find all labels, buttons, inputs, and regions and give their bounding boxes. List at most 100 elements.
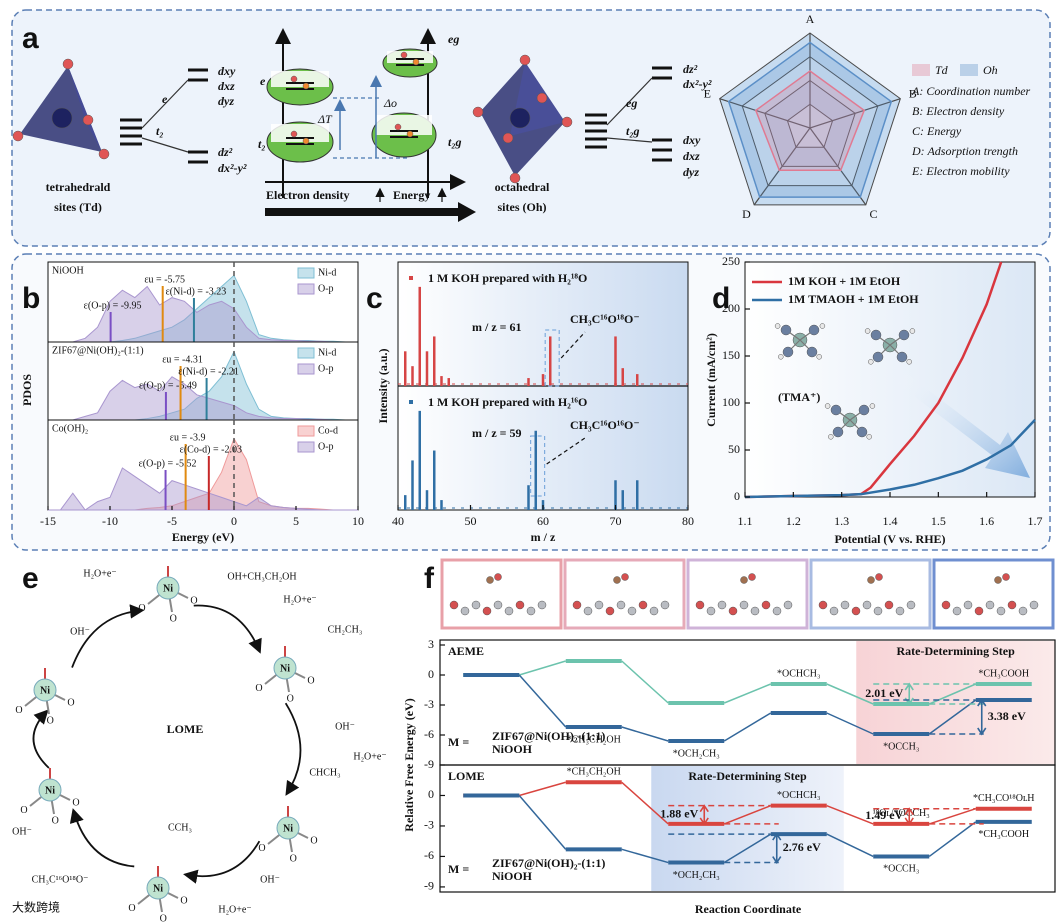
species-label: OH⁻: [12, 826, 32, 837]
atom: [536, 92, 548, 104]
atom: [909, 328, 916, 334]
atom: [832, 426, 844, 438]
legend-marker: [409, 400, 413, 404]
cycle-arrow: [71, 604, 145, 668]
big-arrow: [265, 202, 476, 222]
atom: [627, 606, 637, 616]
mz-label: m / z = 61: [472, 320, 522, 334]
legend-label: O-p: [318, 441, 334, 452]
gap-arrow: [699, 804, 709, 826]
x-axis-label: Potential (V vs. RHE): [834, 532, 945, 546]
atom: [819, 323, 826, 329]
cycle-arrow: [193, 604, 262, 654]
x-tick-label: 0: [231, 514, 237, 528]
atom: [583, 606, 593, 616]
atom-label: O: [287, 693, 294, 704]
atom: [98, 148, 110, 160]
x-tick-label: 1.4: [883, 514, 898, 528]
structure-frame: [932, 558, 1055, 630]
pointer: [560, 331, 586, 359]
connector: [621, 848, 669, 864]
structure-frame: [809, 558, 932, 630]
orbital: dxz: [218, 79, 235, 93]
atom: [906, 359, 912, 365]
atom: [824, 403, 831, 409]
state-label: *OCH₂CH₃: [673, 870, 720, 881]
atom: [782, 346, 794, 358]
connector: [723, 804, 772, 825]
connector: [723, 833, 772, 864]
legend-label: O-p: [318, 283, 334, 294]
metal-center: [146, 876, 170, 900]
legend-label: O-p: [318, 363, 334, 374]
band-center-label: εu = -3.9: [170, 432, 206, 443]
atom: [774, 323, 781, 329]
connector: [826, 683, 874, 705]
y-axis-label: Current (mA/cm²): [704, 333, 718, 427]
y-axis-label: PDOS: [20, 374, 34, 406]
species-label: OH⁻: [70, 626, 90, 637]
orbital: dz²: [683, 62, 698, 76]
tetrahedron-face: [68, 66, 102, 152]
atom: [748, 573, 756, 581]
metal-center: [276, 816, 300, 840]
pdos-area: [48, 376, 358, 421]
panel-label: e: [22, 562, 39, 595]
annotation: (TMA⁺): [778, 390, 820, 404]
group-label: t₂g: [626, 124, 640, 138]
stroke-line: [141, 79, 189, 129]
atom-label: O: [290, 853, 297, 864]
band-center-label: ε(O-p) = -9.95: [84, 300, 142, 311]
metal-label: Ni: [283, 823, 293, 834]
atom: [974, 606, 984, 616]
y-tick-label: 3: [428, 637, 434, 651]
state-label: *CH₃CH₂OH: [567, 734, 621, 745]
band-center-label: εu = -4.31: [162, 354, 203, 365]
legend-prefix: M =: [448, 735, 469, 749]
atom: [526, 606, 536, 616]
legend-label: 1M TMAOH + 1M EtOH: [788, 292, 919, 306]
metal-label: Ni: [280, 663, 290, 674]
atom: [952, 606, 962, 616]
site-name: sites (Td): [54, 200, 102, 214]
y-tick-label: -3: [424, 818, 434, 832]
atom: [829, 606, 839, 616]
species-label: CH₃C¹⁶O¹⁸O⁻: [32, 874, 89, 885]
band-center-label: εu = -5.75: [144, 274, 185, 285]
atom: [858, 404, 870, 416]
state-label: ¹⁸Oʟ/*OCCH₃: [873, 808, 930, 819]
state-label: *CH₃COOH: [978, 829, 1029, 840]
band-center-label: ε(Ni-d) = -2.21: [178, 366, 239, 377]
stroke-line: [606, 137, 653, 143]
atom: [621, 573, 629, 581]
y-tick-label: -9: [424, 879, 434, 893]
atom: [728, 606, 738, 616]
y-tick-label: 0: [734, 489, 740, 503]
legend-swatch: [912, 64, 930, 76]
species-label: H₂O+e⁻: [83, 568, 116, 579]
panel-label: f: [424, 562, 435, 595]
atom: [649, 606, 659, 616]
atom: [412, 58, 420, 66]
connector: [826, 712, 874, 735]
x-tick-label: 1.6: [979, 514, 994, 528]
cycle-arrow: [32, 709, 50, 769]
y-tick-label: -6: [424, 848, 434, 862]
atom-label: O: [15, 705, 22, 716]
atom: [806, 346, 818, 358]
atom: [994, 576, 1002, 584]
atom: [400, 51, 408, 59]
legend-label: ZIF67@Ni(OH)₂-(1:1): [492, 729, 605, 743]
connector: [928, 821, 977, 858]
atom: [12, 130, 24, 142]
panel-label: c: [366, 282, 383, 315]
atom: [494, 573, 502, 581]
atom: [873, 606, 883, 616]
connector: [928, 699, 977, 735]
atom: [985, 600, 995, 610]
ion-label: CH₃C¹⁶O¹⁸O⁻: [570, 312, 640, 326]
connector: [621, 726, 669, 742]
atom: [509, 107, 531, 129]
x-tick-label: 1.3: [834, 514, 849, 528]
